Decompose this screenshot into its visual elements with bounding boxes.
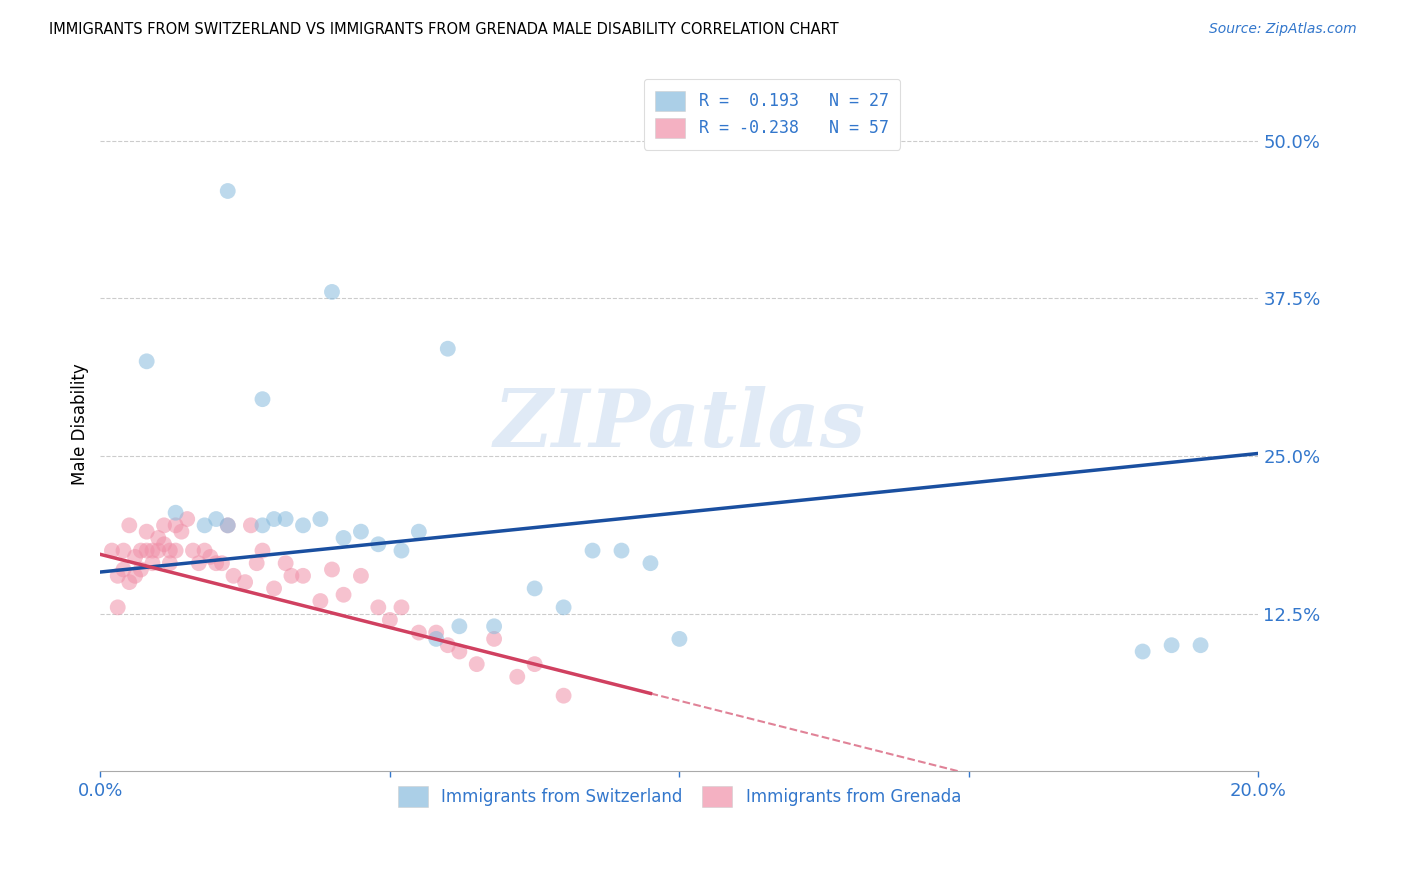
Point xyxy=(252,518,274,533)
Point xyxy=(367,600,389,615)
Point xyxy=(292,569,315,583)
Point xyxy=(187,556,209,570)
Point xyxy=(118,575,141,590)
Point xyxy=(101,543,124,558)
Point xyxy=(610,543,633,558)
Point xyxy=(181,543,204,558)
Point xyxy=(367,537,389,551)
Point xyxy=(274,556,297,570)
Point xyxy=(668,632,690,646)
Point xyxy=(425,625,447,640)
Point xyxy=(165,518,187,533)
Point xyxy=(553,689,575,703)
Point xyxy=(465,657,488,672)
Point xyxy=(112,543,135,558)
Point xyxy=(378,613,401,627)
Point xyxy=(135,524,157,539)
Point xyxy=(118,518,141,533)
Point xyxy=(107,569,129,583)
Point xyxy=(309,594,332,608)
Point xyxy=(425,632,447,646)
Point xyxy=(449,644,471,658)
Point xyxy=(165,543,187,558)
Point xyxy=(159,543,181,558)
Point xyxy=(205,512,228,526)
Point xyxy=(274,512,297,526)
Point xyxy=(321,285,343,299)
Point xyxy=(170,524,193,539)
Text: Source: ZipAtlas.com: Source: ZipAtlas.com xyxy=(1209,22,1357,37)
Point xyxy=(194,543,217,558)
Point xyxy=(523,657,546,672)
Point xyxy=(153,537,176,551)
Point xyxy=(321,562,343,576)
Point xyxy=(217,518,239,533)
Point xyxy=(165,506,187,520)
Point xyxy=(350,524,373,539)
Text: IMMIGRANTS FROM SWITZERLAND VS IMMIGRANTS FROM GRENADA MALE DISABILITY CORRELATI: IMMIGRANTS FROM SWITZERLAND VS IMMIGRANT… xyxy=(49,22,839,37)
Point xyxy=(523,582,546,596)
Point xyxy=(408,524,430,539)
Point xyxy=(153,518,176,533)
Point xyxy=(263,582,285,596)
Point xyxy=(553,600,575,615)
Point xyxy=(332,531,354,545)
Point xyxy=(506,670,529,684)
Point xyxy=(436,342,458,356)
Y-axis label: Male Disability: Male Disability xyxy=(72,364,89,485)
Point xyxy=(252,543,274,558)
Point xyxy=(217,184,239,198)
Point xyxy=(194,518,217,533)
Point xyxy=(200,549,222,564)
Point xyxy=(246,556,269,570)
Point xyxy=(391,600,413,615)
Point xyxy=(124,569,146,583)
Point xyxy=(482,619,505,633)
Point xyxy=(391,543,413,558)
Text: ZIPatlas: ZIPatlas xyxy=(494,385,866,463)
Point xyxy=(233,575,256,590)
Point xyxy=(408,625,430,640)
Point xyxy=(239,518,262,533)
Point xyxy=(148,543,170,558)
Point xyxy=(309,512,332,526)
Point xyxy=(263,512,285,526)
Point xyxy=(112,562,135,576)
Point xyxy=(124,549,146,564)
Point xyxy=(350,569,373,583)
Point xyxy=(159,556,181,570)
Point xyxy=(292,518,315,533)
Point xyxy=(449,619,471,633)
Point xyxy=(141,556,163,570)
Point xyxy=(217,518,239,533)
Point xyxy=(252,392,274,407)
Point xyxy=(135,543,157,558)
Point xyxy=(107,600,129,615)
Point xyxy=(1189,638,1212,652)
Point xyxy=(148,531,170,545)
Point xyxy=(176,512,198,526)
Point xyxy=(135,354,157,368)
Point xyxy=(141,543,163,558)
Point xyxy=(205,556,228,570)
Point xyxy=(1160,638,1182,652)
Point xyxy=(129,543,152,558)
Legend: Immigrants from Switzerland, Immigrants from Grenada: Immigrants from Switzerland, Immigrants … xyxy=(389,778,970,815)
Point xyxy=(222,569,245,583)
Point xyxy=(482,632,505,646)
Point xyxy=(436,638,458,652)
Point xyxy=(280,569,302,583)
Point xyxy=(211,556,233,570)
Point xyxy=(332,588,354,602)
Point xyxy=(129,562,152,576)
Point xyxy=(581,543,603,558)
Point xyxy=(1132,644,1154,658)
Point xyxy=(640,556,662,570)
